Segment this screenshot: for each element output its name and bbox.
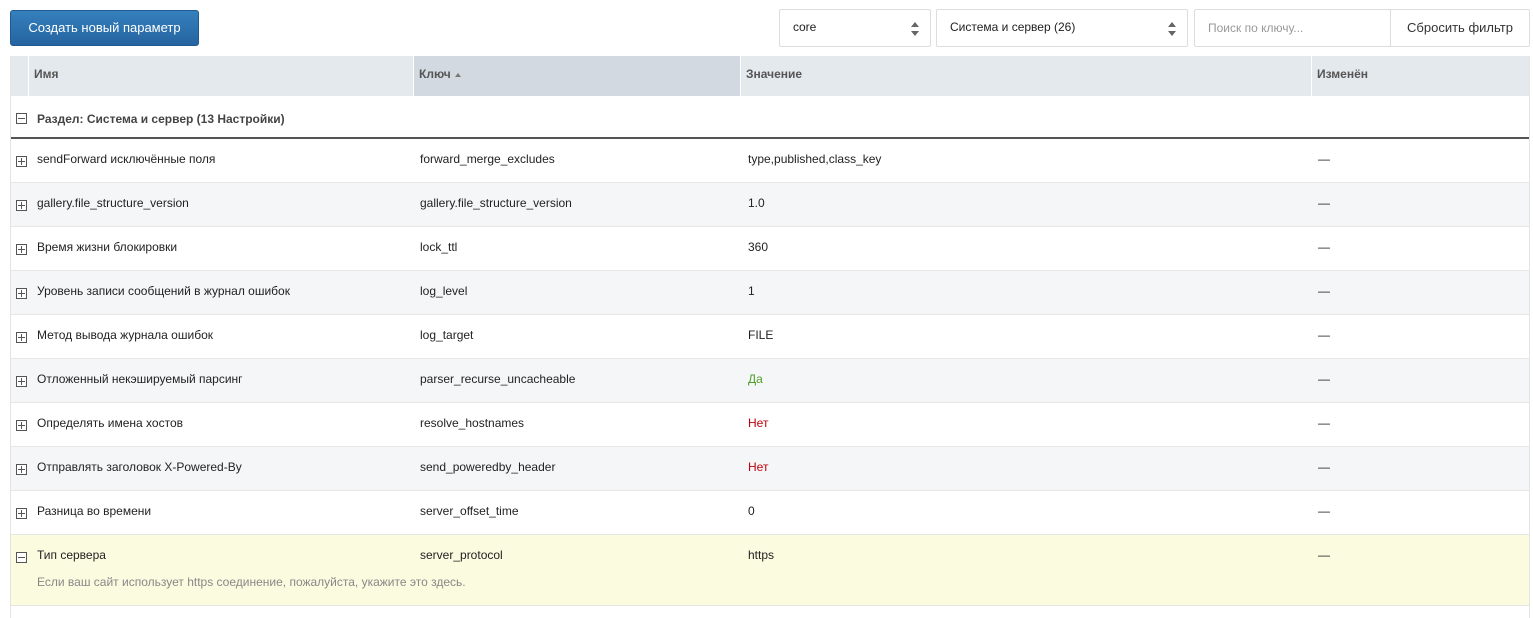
setting-value: FILE [748, 328, 774, 342]
table-row[interactable]: Разница во времени server_offset_time 0 — [11, 491, 1529, 535]
setting-key: lock_ttl [420, 240, 458, 254]
table-row[interactable]: Тип сервера server_protocol https — Если ваш… [11, 535, 1529, 606]
table-row[interactable]: Время жизни блокировки lock_ttl 360 — [11, 227, 1529, 271]
setting-value: https [748, 548, 775, 562]
area-select-value: Система и сервер (26) [950, 20, 1076, 34]
setting-changed: — [1318, 504, 1330, 518]
setting-changed: — [1318, 196, 1330, 210]
settings-rows: sendForward исключённые поля forward_merg… [11, 139, 1529, 606]
column-header-name-label: Имя [34, 67, 59, 81]
expand-row-icon[interactable] [16, 200, 27, 211]
table-row[interactable]: Отправлять заголовок X-Powered-By send_po… [11, 447, 1529, 491]
column-header-key[interactable]: Ключ [414, 56, 741, 96]
setting-key: send_poweredby_header [420, 460, 556, 474]
column-header-expander [11, 56, 29, 96]
setting-name: Разница во времени [37, 504, 152, 518]
setting-changed: — [1318, 372, 1330, 386]
setting-value: Нет [748, 460, 769, 474]
setting-key: log_level [420, 284, 468, 298]
expand-row-icon[interactable] [16, 464, 27, 475]
expand-row-icon[interactable] [16, 420, 27, 431]
table-row[interactable]: gallery.file_structure_version gallery.fi… [11, 183, 1529, 227]
setting-key: gallery.file_structure_version [420, 196, 572, 210]
setting-changed: — [1318, 152, 1330, 166]
expand-row-icon[interactable] [16, 288, 27, 299]
setting-name: Уровень записи сообщений в журнал ошибок [37, 284, 290, 298]
setting-value: 1.0 [748, 196, 765, 210]
column-header-changed-label: Изменён [1317, 67, 1369, 81]
table-row[interactable]: sendForward исключённые поля forward_merg… [11, 139, 1529, 183]
setting-changed: — [1318, 548, 1330, 562]
setting-name: gallery.file_structure_version [37, 196, 189, 210]
table-row[interactable]: Уровень записи сообщений в журнал ошибок… [11, 271, 1529, 315]
setting-changed: — [1318, 240, 1330, 254]
table-row[interactable]: Определять имена хостов resolve_hostnames… [11, 403, 1529, 447]
setting-value: Да [748, 372, 763, 386]
column-header-value[interactable]: Значение [741, 56, 1312, 96]
setting-name: Время жизни блокировки [37, 240, 178, 254]
setting-key: forward_merge_excludes [420, 152, 555, 166]
setting-value: type,published,class_key [748, 152, 882, 166]
select-arrows-icon [911, 22, 920, 36]
expand-row-icon[interactable] [16, 508, 27, 519]
expand-row-icon[interactable] [16, 244, 27, 255]
reset-filter-button[interactable]: Сбросить фильтр [1390, 9, 1530, 47]
collapse-icon[interactable] [16, 113, 27, 124]
column-header-value-label: Значение [746, 67, 803, 81]
expand-row-icon[interactable] [16, 156, 27, 167]
toolbar: Создать новый параметр core Система и се… [0, 0, 1533, 56]
table-row[interactable]: Отложенный некэшируемый парсинг parser_re… [11, 359, 1529, 403]
setting-key: server_offset_time [420, 504, 519, 518]
setting-changed: — [1318, 416, 1330, 430]
area-select[interactable]: Система и сервер (26) [936, 9, 1188, 47]
select-arrows-icon [1168, 22, 1177, 36]
group-title: Раздел: Система и сервер (13 Настройки) [37, 112, 285, 126]
column-header-name[interactable]: Имя [29, 56, 414, 96]
namespace-select-value: core [793, 20, 817, 34]
setting-description: Если ваш сайт использует https соединени… [37, 575, 466, 589]
setting-value: 1 [748, 284, 755, 298]
setting-value: 360 [748, 240, 769, 254]
setting-name: Определять имена хостов [37, 416, 183, 430]
setting-name: Отложенный некэшируемый парсинг [37, 372, 243, 386]
setting-key: log_target [420, 328, 474, 342]
setting-value: 0 [748, 504, 755, 518]
group-header-row[interactable]: Раздел: Система и сервер (13 Настройки) [11, 96, 1529, 139]
setting-key: parser_recurse_uncacheable [420, 372, 576, 386]
settings-grid: Имя Ключ Значение Изменён Раздел: Систем… [10, 56, 1530, 618]
grid-header: Имя Ключ Значение Изменён [11, 56, 1529, 96]
setting-changed: — [1318, 284, 1330, 298]
namespace-select[interactable]: core [779, 9, 931, 47]
setting-key: server_protocol [420, 548, 503, 562]
setting-name: Тип сервера [37, 548, 106, 562]
collapse-row-icon[interactable] [16, 552, 27, 563]
column-header-key-label: Ключ [419, 67, 451, 81]
sort-ascending-icon [454, 73, 461, 77]
setting-name: Отправлять заголовок X-Powered-By [37, 460, 242, 474]
column-header-changed[interactable]: Изменён [1312, 56, 1529, 96]
create-setting-button[interactable]: Создать новый параметр [10, 10, 199, 46]
setting-changed: — [1318, 460, 1330, 474]
search-key-input[interactable] [1194, 9, 1391, 47]
setting-value: Нет [748, 416, 769, 430]
setting-name: sendForward исключённые поля [37, 152, 216, 166]
table-row[interactable]: Метод вывода журнала ошибок log_target FIL… [11, 315, 1529, 359]
setting-name: Метод вывода журнала ошибок [37, 328, 213, 342]
setting-changed: — [1318, 328, 1330, 342]
expand-row-icon[interactable] [16, 332, 27, 343]
setting-key: resolve_hostnames [420, 416, 525, 430]
expand-row-icon[interactable] [16, 376, 27, 387]
